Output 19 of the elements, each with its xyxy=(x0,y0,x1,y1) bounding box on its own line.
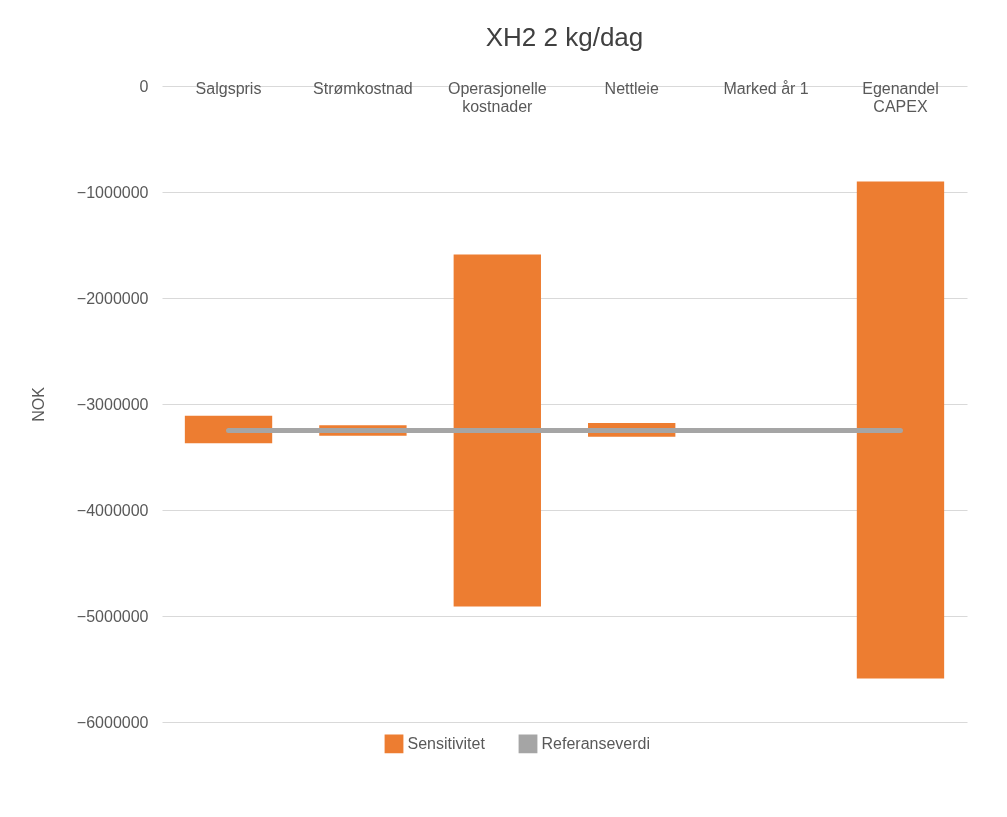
y-tick-label: −2000000 xyxy=(76,289,149,307)
x-tick-label: Salgspris xyxy=(195,79,262,97)
y-tick-label: −3000000 xyxy=(76,395,149,413)
y-tick-label: −6000000 xyxy=(76,713,149,731)
y-axis-title: NOK xyxy=(29,386,47,422)
x-tick-label: Strømkostnad xyxy=(313,79,413,97)
x-tick-label: Nettleie xyxy=(604,79,659,97)
y-tick-label: −1000000 xyxy=(76,183,149,201)
chart-title: XH2 2 kg/dag xyxy=(485,22,644,52)
legend-label: Sensitivitet xyxy=(407,734,486,752)
x-tick-label: Operasjonelle kostnader xyxy=(447,79,547,115)
x-tick-label: Marked år 1 xyxy=(723,79,809,97)
bar xyxy=(856,181,945,679)
y-tick-label: −4000000 xyxy=(76,501,149,519)
y-tick-label: 0 xyxy=(139,77,149,95)
x-tick-label: Egenandel CAPEX xyxy=(862,79,939,115)
bar xyxy=(453,254,541,607)
legend-label: Referanseverdi xyxy=(541,734,650,752)
y-tick-label: −5000000 xyxy=(76,607,149,625)
